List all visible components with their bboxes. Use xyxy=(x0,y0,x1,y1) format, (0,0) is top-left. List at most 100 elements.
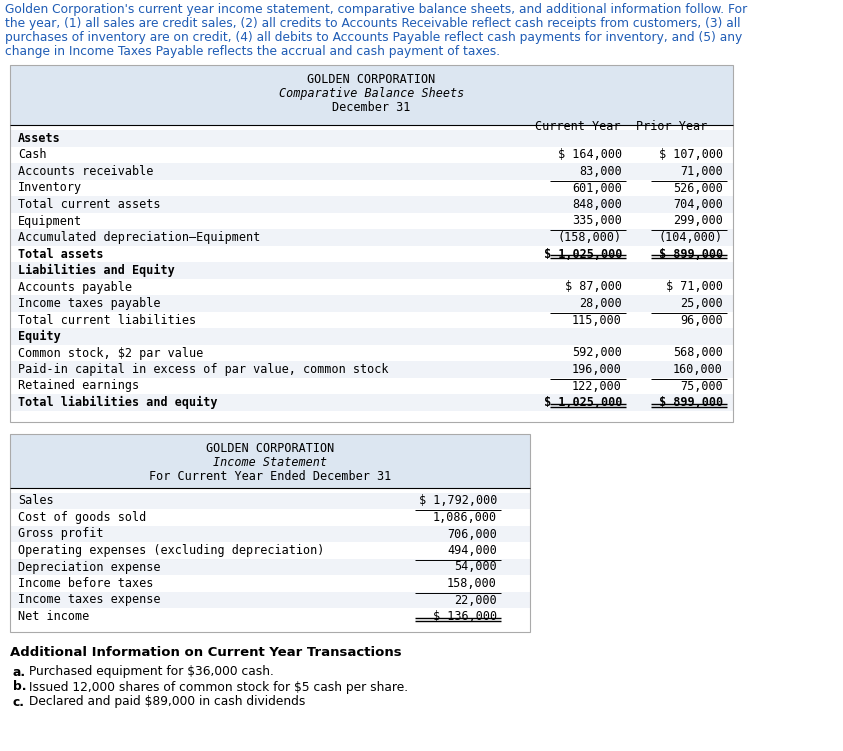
Text: Equity: Equity xyxy=(18,330,61,343)
Text: 28,000: 28,000 xyxy=(579,297,622,310)
Text: 115,000: 115,000 xyxy=(572,313,622,327)
Text: Income Statement: Income Statement xyxy=(213,456,327,469)
Bar xyxy=(10,345,733,361)
Text: 299,000: 299,000 xyxy=(673,215,723,228)
Text: 96,000: 96,000 xyxy=(680,313,723,327)
Text: Equipment: Equipment xyxy=(18,215,82,228)
Text: Issued 12,000 shares of common stock for $5 cash per share.: Issued 12,000 shares of common stock for… xyxy=(25,680,408,693)
Text: 568,000: 568,000 xyxy=(673,346,723,360)
Text: Operating expenses (excluding depreciation): Operating expenses (excluding depreciati… xyxy=(18,544,325,557)
Text: Cost of goods sold: Cost of goods sold xyxy=(18,511,146,524)
Text: c.: c. xyxy=(13,695,25,708)
Text: $ 87,000: $ 87,000 xyxy=(565,281,622,294)
Text: $ 107,000: $ 107,000 xyxy=(659,149,723,161)
Bar xyxy=(10,509,530,526)
Text: 196,000: 196,000 xyxy=(572,363,622,376)
Text: 848,000: 848,000 xyxy=(572,198,622,211)
Bar xyxy=(10,542,530,559)
Text: $ 1,792,000: $ 1,792,000 xyxy=(419,494,497,508)
Text: $ 899,000: $ 899,000 xyxy=(659,248,723,261)
Text: 71,000: 71,000 xyxy=(680,165,723,178)
Bar xyxy=(10,65,733,125)
Bar xyxy=(10,130,733,146)
Bar xyxy=(10,575,530,592)
Text: 335,000: 335,000 xyxy=(572,215,622,228)
Bar xyxy=(10,163,733,179)
Text: Total current liabilities: Total current liabilities xyxy=(18,313,196,327)
Text: 592,000: 592,000 xyxy=(572,346,622,360)
Text: 494,000: 494,000 xyxy=(447,544,497,557)
Text: For Current Year Ended December 31: For Current Year Ended December 31 xyxy=(149,469,391,482)
Text: Comparative Balance Sheets: Comparative Balance Sheets xyxy=(279,87,464,100)
Text: 22,000: 22,000 xyxy=(454,593,497,607)
Bar xyxy=(10,559,530,575)
Text: b.: b. xyxy=(13,680,26,693)
Text: Depreciation expense: Depreciation expense xyxy=(18,560,160,574)
Text: $ 899,000: $ 899,000 xyxy=(659,396,723,409)
Text: 75,000: 75,000 xyxy=(680,379,723,393)
Text: Declared and paid $89,000 in cash dividends: Declared and paid $89,000 in cash divide… xyxy=(25,695,305,708)
Text: 601,000: 601,000 xyxy=(572,182,622,195)
Text: 54,000: 54,000 xyxy=(454,560,497,574)
Text: Income taxes expense: Income taxes expense xyxy=(18,593,160,607)
Text: Inventory: Inventory xyxy=(18,182,82,195)
Bar xyxy=(10,146,733,163)
Text: 704,000: 704,000 xyxy=(673,198,723,211)
Bar xyxy=(10,125,733,421)
Bar xyxy=(10,262,733,279)
Text: Assets: Assets xyxy=(18,132,61,145)
Text: Total current assets: Total current assets xyxy=(18,198,160,211)
Text: Additional Information on Current Year Transactions: Additional Information on Current Year T… xyxy=(10,646,401,659)
Text: Paid-in capital in excess of par value, common stock: Paid-in capital in excess of par value, … xyxy=(18,363,389,376)
Bar xyxy=(10,196,733,213)
Text: Net income: Net income xyxy=(18,610,89,623)
Text: Total assets: Total assets xyxy=(18,248,104,261)
Text: a.: a. xyxy=(13,665,26,678)
Text: the year, (1) all sales are credit sales, (2) all credits to Accounts Receivable: the year, (1) all sales are credit sales… xyxy=(5,17,740,30)
Text: Liabilities and Equity: Liabilities and Equity xyxy=(18,264,175,277)
Text: December 31: December 31 xyxy=(332,101,411,114)
Bar xyxy=(10,328,733,345)
Text: 25,000: 25,000 xyxy=(680,297,723,310)
Text: Total liabilities and equity: Total liabilities and equity xyxy=(18,396,217,409)
Bar xyxy=(10,65,733,421)
Text: Accounts receivable: Accounts receivable xyxy=(18,165,153,178)
Text: $ 1,025,000: $ 1,025,000 xyxy=(544,396,622,409)
Text: $ 164,000: $ 164,000 xyxy=(558,149,622,161)
Text: 160,000: 160,000 xyxy=(673,363,723,376)
Bar xyxy=(10,394,733,411)
Text: (158,000): (158,000) xyxy=(558,231,622,244)
Text: 706,000: 706,000 xyxy=(447,527,497,541)
Text: $ 136,000: $ 136,000 xyxy=(432,610,497,623)
Text: (104,000): (104,000) xyxy=(659,231,723,244)
Bar xyxy=(10,312,733,328)
Text: Gross profit: Gross profit xyxy=(18,527,104,541)
Text: Current Year: Current Year xyxy=(535,120,620,133)
Text: 122,000: 122,000 xyxy=(572,379,622,393)
Bar xyxy=(10,246,733,262)
Bar xyxy=(10,213,733,229)
Text: 1,086,000: 1,086,000 xyxy=(432,511,497,524)
Bar xyxy=(10,433,530,632)
Text: Accounts payable: Accounts payable xyxy=(18,281,132,294)
Text: Prior Year: Prior Year xyxy=(636,120,707,133)
Bar xyxy=(10,279,733,295)
Bar xyxy=(10,295,733,312)
Bar xyxy=(10,493,530,509)
Text: Sales: Sales xyxy=(18,494,54,508)
Bar xyxy=(10,378,733,394)
Text: change in Income Taxes Payable reflects the accrual and cash payment of taxes.: change in Income Taxes Payable reflects … xyxy=(5,45,500,58)
Bar xyxy=(10,592,530,608)
Text: GOLDEN CORPORATION: GOLDEN CORPORATION xyxy=(206,442,334,454)
Text: GOLDEN CORPORATION: GOLDEN CORPORATION xyxy=(308,73,436,86)
Bar xyxy=(10,179,733,196)
Bar xyxy=(10,526,530,542)
Bar xyxy=(10,433,530,487)
Text: $ 71,000: $ 71,000 xyxy=(666,281,723,294)
Text: $ 1,025,000: $ 1,025,000 xyxy=(544,248,622,261)
Text: 158,000: 158,000 xyxy=(447,577,497,590)
Text: Income taxes payable: Income taxes payable xyxy=(18,297,160,310)
Text: 83,000: 83,000 xyxy=(579,165,622,178)
Text: Retained earnings: Retained earnings xyxy=(18,379,139,393)
Text: 526,000: 526,000 xyxy=(673,182,723,195)
